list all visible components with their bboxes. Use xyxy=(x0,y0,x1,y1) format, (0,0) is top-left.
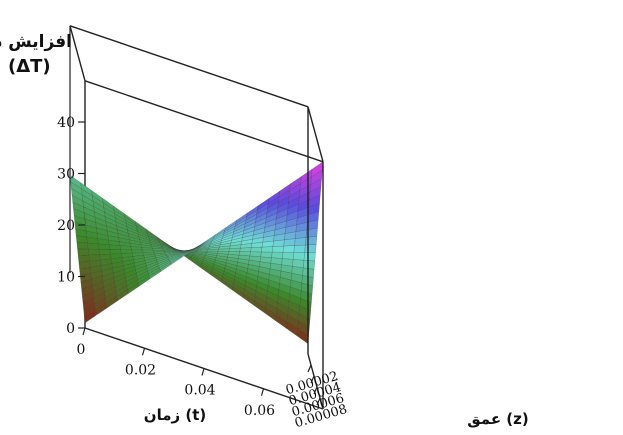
surface-cell xyxy=(272,245,284,253)
t-tick-mark xyxy=(82,327,86,336)
z-tick-label: 0 xyxy=(66,321,75,337)
surface-cell xyxy=(98,243,111,250)
temperature-surface xyxy=(69,161,324,345)
surface-cell xyxy=(260,251,273,258)
z-tick-label: 20 xyxy=(57,218,75,234)
surface-cell xyxy=(304,244,317,253)
z-axis-label-line2: (ΔT) xyxy=(8,56,51,77)
surface-cell xyxy=(109,244,121,250)
t-tick-mark xyxy=(260,388,265,396)
surface-cell xyxy=(282,245,295,253)
surface-cell xyxy=(238,251,251,257)
t-tick-label: 0.06 xyxy=(244,403,275,419)
surface-cell xyxy=(292,252,305,261)
t-tick-mark xyxy=(141,348,146,356)
z-axis-label-line1: افزایش دما xyxy=(0,32,72,52)
depth-tick-mark xyxy=(316,397,321,406)
surface-cell xyxy=(292,259,305,268)
depth-tick-mark xyxy=(313,386,318,395)
depth-axis-line xyxy=(307,353,324,410)
z-tick-label: 40 xyxy=(57,115,75,131)
surface-cell xyxy=(250,246,263,253)
surface-cell xyxy=(271,251,284,259)
t-tick-label: 0 xyxy=(77,342,86,358)
t-tick-mark xyxy=(201,368,205,376)
axis-ticks: 01020304000.020.040.060.000020.000040.00… xyxy=(57,115,349,431)
surface-cell xyxy=(87,242,100,250)
t-tick-label: 0.02 xyxy=(125,362,156,378)
surface-cell xyxy=(303,259,316,270)
surface-cell xyxy=(119,245,132,251)
surface-cell xyxy=(98,249,111,255)
surface-cell xyxy=(228,251,240,256)
box-edge xyxy=(307,106,324,162)
box-edge xyxy=(69,25,86,81)
surface-cell xyxy=(303,252,316,262)
surface-cell xyxy=(305,236,318,246)
surface-cell xyxy=(88,248,101,256)
surface-cell xyxy=(293,244,306,253)
surface-cell xyxy=(109,249,122,255)
box-edge xyxy=(69,25,309,108)
z-tick-label: 10 xyxy=(57,270,75,286)
surface-cell xyxy=(282,252,295,260)
surface-cell xyxy=(249,251,262,257)
surface-cell xyxy=(76,242,89,250)
depth-axis-label: عمق (z) xyxy=(467,410,529,428)
z-tick-label: 30 xyxy=(57,167,75,183)
t-axis-label: زمان (t) xyxy=(144,406,206,424)
box-edge xyxy=(84,80,324,163)
depth-tick-mark xyxy=(310,375,315,384)
t-tick-label: 0.04 xyxy=(184,383,215,399)
depth-tick-mark xyxy=(307,364,312,373)
surface-cell xyxy=(281,258,294,267)
surface-cell xyxy=(261,246,274,253)
surface-cell xyxy=(77,248,90,256)
